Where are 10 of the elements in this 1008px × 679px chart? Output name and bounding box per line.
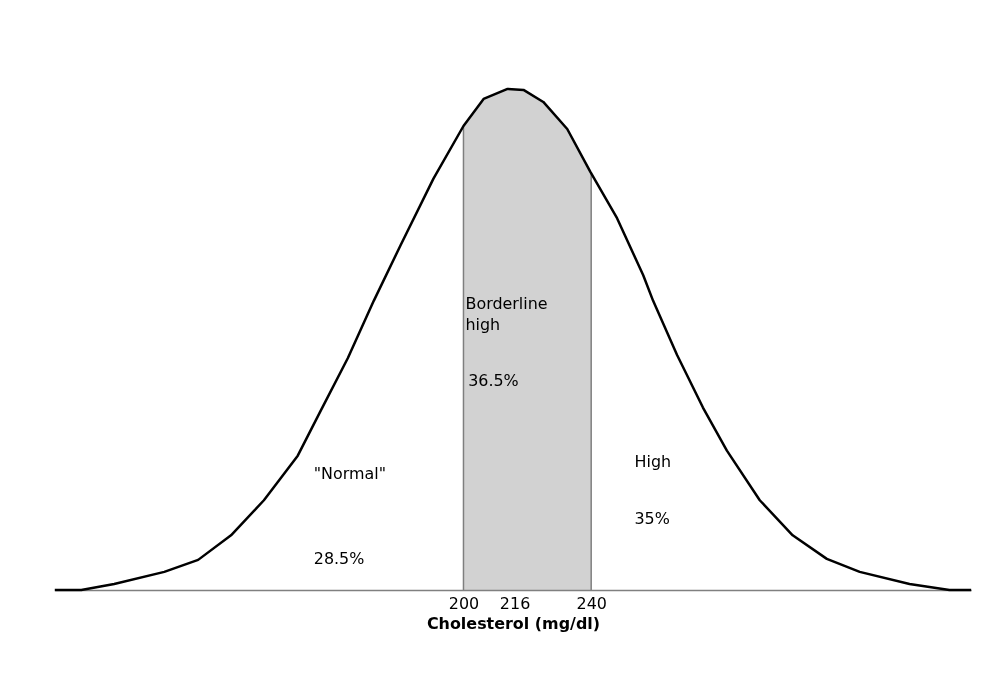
x-tick-label: 200 — [448, 594, 480, 614]
annotation: 28.5% — [313, 549, 365, 569]
annotation: 36.5% — [468, 370, 519, 390]
x-axis-title: Cholesterol (mg/dl) — [426, 614, 601, 634]
annotation: 35% — [634, 509, 670, 529]
annotation: "Normal" — [313, 464, 387, 484]
band-label: Borderline high — [465, 294, 548, 335]
x-tick-label: 240 — [576, 594, 607, 614]
x-tick-label: 216 — [499, 594, 531, 614]
annotation: High — [634, 452, 672, 472]
